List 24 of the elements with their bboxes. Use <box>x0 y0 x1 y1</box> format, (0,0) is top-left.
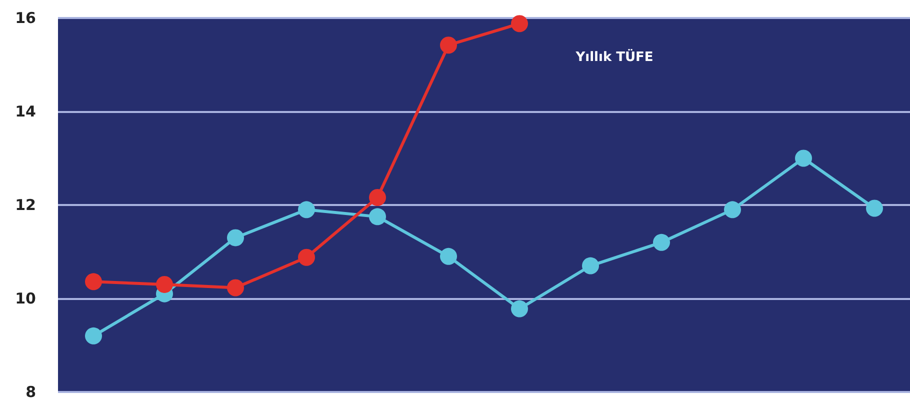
point <box>227 279 244 296</box>
point <box>866 200 883 217</box>
point <box>298 248 315 266</box>
point <box>369 208 386 226</box>
point <box>724 201 741 218</box>
point <box>511 300 528 318</box>
y-tick-label: 14 <box>15 102 36 120</box>
y-tick-label: 10 <box>15 290 36 308</box>
point <box>653 234 670 251</box>
point <box>298 201 315 218</box>
y-tick-label: 16 <box>15 9 36 27</box>
point <box>511 15 528 32</box>
point <box>440 248 457 265</box>
y-tick-label: 12 <box>15 196 36 214</box>
point <box>582 257 599 274</box>
point <box>795 150 812 167</box>
y-tick-label: 8 <box>26 383 36 400</box>
point <box>156 276 173 293</box>
text: Yıllık TÜFE <box>574 48 654 66</box>
point <box>85 327 102 344</box>
point <box>440 36 457 54</box>
point <box>369 189 386 206</box>
point <box>227 229 244 246</box>
point <box>85 273 102 290</box>
